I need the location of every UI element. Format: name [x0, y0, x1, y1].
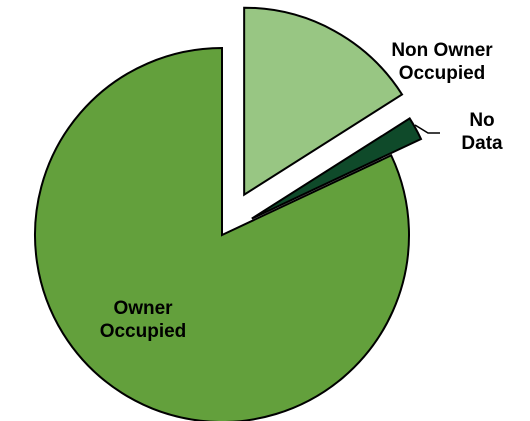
- slice-label: Non Owner Occupied: [391, 40, 493, 84]
- pie-slice: [34, 46, 410, 421]
- leader-line: [414, 124, 440, 134]
- pie-slice: [251, 117, 423, 220]
- slice-label: No Data: [461, 110, 503, 154]
- pie-slice: [243, 6, 404, 197]
- label-line: No: [469, 110, 494, 131]
- label-line: Occupied: [100, 321, 187, 342]
- label-line: Owner: [113, 298, 173, 319]
- label-line: Occupied: [399, 63, 486, 84]
- label-line: Non Owner: [391, 40, 493, 61]
- label-line: Data: [461, 133, 503, 154]
- slice-label: Owner Occupied: [100, 298, 187, 342]
